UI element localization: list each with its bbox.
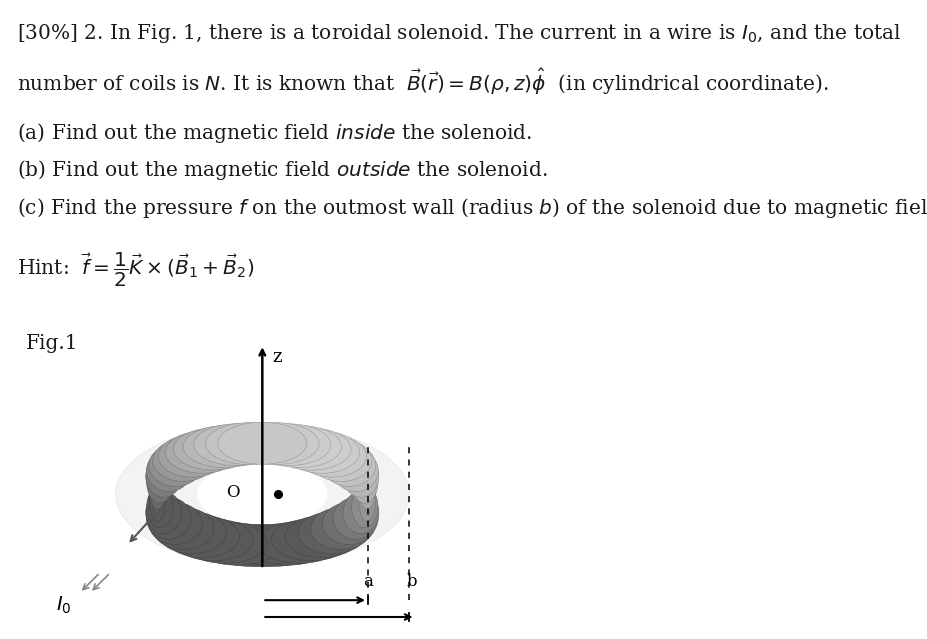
Ellipse shape bbox=[218, 422, 307, 464]
Ellipse shape bbox=[322, 502, 375, 544]
Ellipse shape bbox=[311, 507, 372, 550]
Ellipse shape bbox=[146, 491, 182, 534]
Ellipse shape bbox=[149, 467, 166, 509]
Ellipse shape bbox=[183, 521, 266, 564]
Text: (a) Find out the magnetic field $\it{inside}$ the solenoid.: (a) Find out the magnetic field $\it{ins… bbox=[17, 121, 531, 146]
Ellipse shape bbox=[173, 519, 253, 561]
Ellipse shape bbox=[146, 456, 182, 497]
Ellipse shape bbox=[159, 435, 226, 477]
Ellipse shape bbox=[231, 422, 319, 465]
Text: [30%] 2. In Fig. 1, there is a toroidal solenoid. The current in a wire is $I_0$: [30%] 2. In Fig. 1, there is a toroidal … bbox=[17, 22, 900, 45]
Ellipse shape bbox=[146, 461, 172, 503]
Ellipse shape bbox=[183, 426, 266, 468]
Ellipse shape bbox=[153, 440, 214, 481]
Text: O: O bbox=[226, 484, 239, 500]
Text: b: b bbox=[406, 573, 416, 590]
Ellipse shape bbox=[285, 516, 359, 558]
Ellipse shape bbox=[298, 512, 366, 554]
Ellipse shape bbox=[285, 431, 359, 473]
Ellipse shape bbox=[146, 497, 191, 539]
Ellipse shape bbox=[258, 521, 341, 564]
Ellipse shape bbox=[149, 480, 166, 521]
Text: Fig.1: Fig.1 bbox=[26, 334, 79, 353]
Text: (c) Find the pressure $f$ on the outmost wall (radius $b$) of the solenoid due t: (c) Find the pressure $f$ on the outmost… bbox=[17, 196, 927, 220]
Ellipse shape bbox=[333, 450, 378, 491]
Ellipse shape bbox=[165, 516, 239, 558]
Ellipse shape bbox=[205, 525, 294, 566]
Ellipse shape bbox=[298, 435, 366, 477]
Ellipse shape bbox=[311, 440, 372, 481]
Polygon shape bbox=[197, 463, 326, 526]
Ellipse shape bbox=[343, 456, 378, 497]
Ellipse shape bbox=[343, 491, 378, 534]
Text: z: z bbox=[273, 348, 282, 366]
Ellipse shape bbox=[351, 486, 377, 528]
Ellipse shape bbox=[194, 424, 280, 466]
Ellipse shape bbox=[153, 507, 214, 550]
Ellipse shape bbox=[364, 473, 371, 516]
Ellipse shape bbox=[359, 467, 375, 509]
Ellipse shape bbox=[148, 444, 202, 486]
Ellipse shape bbox=[231, 525, 319, 566]
Ellipse shape bbox=[333, 497, 378, 539]
Polygon shape bbox=[116, 423, 409, 566]
Ellipse shape bbox=[173, 428, 253, 470]
Ellipse shape bbox=[244, 523, 331, 565]
Ellipse shape bbox=[218, 525, 307, 567]
Text: Hint:  $\vec{f}=\dfrac{1}{2}\vec{K}\times(\vec{B}_1+\vec{B}_2)$: Hint: $\vec{f}=\dfrac{1}{2}\vec{K}\times… bbox=[17, 250, 254, 289]
Ellipse shape bbox=[244, 424, 331, 466]
Ellipse shape bbox=[146, 450, 191, 491]
Ellipse shape bbox=[205, 422, 294, 465]
Ellipse shape bbox=[146, 486, 172, 528]
Ellipse shape bbox=[148, 502, 202, 544]
Ellipse shape bbox=[159, 512, 226, 554]
Ellipse shape bbox=[165, 431, 239, 473]
Ellipse shape bbox=[359, 480, 375, 521]
Ellipse shape bbox=[322, 444, 375, 486]
Text: number of coils is $N$. It is known that  $\vec{B}(\vec{r})=B(\rho,z)\hat{\phi}$: number of coils is $N$. It is known that… bbox=[17, 67, 828, 97]
Ellipse shape bbox=[272, 428, 350, 470]
Text: $I_0$: $I_0$ bbox=[57, 594, 72, 615]
Ellipse shape bbox=[272, 519, 350, 561]
Text: a: a bbox=[362, 573, 372, 590]
Text: (b) Find out the magnetic field $\it{outside}$ the solenoid.: (b) Find out the magnetic field $\it{out… bbox=[17, 158, 547, 183]
Ellipse shape bbox=[258, 426, 341, 468]
Ellipse shape bbox=[153, 473, 160, 516]
Ellipse shape bbox=[351, 461, 377, 503]
Ellipse shape bbox=[194, 523, 280, 565]
